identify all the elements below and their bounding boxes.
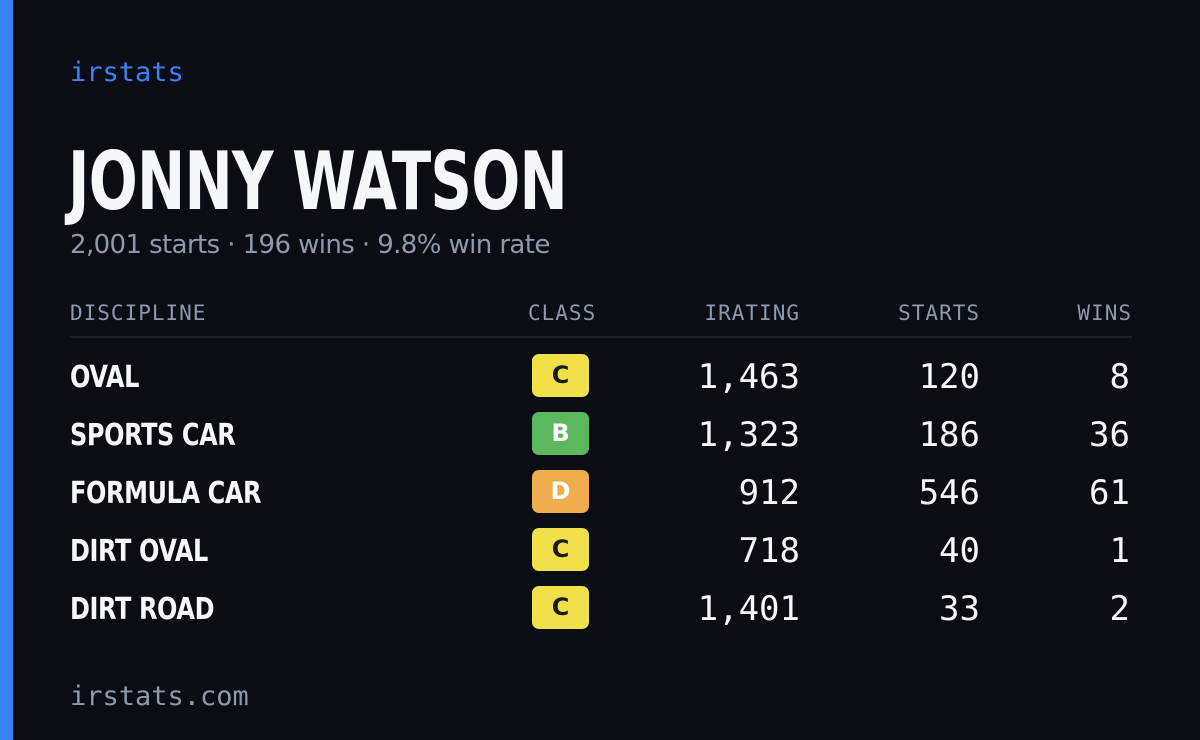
player-name: JONNY WATSON [68,135,568,228]
footer-site-url: irstats.com [70,681,249,712]
starts-value: 33 [939,589,980,629]
class-badge: C [532,528,589,571]
irating-value: 1,323 [697,415,800,455]
table-row: SPORTS CAR B 1,323 186 36 [70,412,1132,470]
class-badge: B [532,412,589,455]
table-row: DIRT ROAD C 1,401 33 2 [70,586,1132,644]
irating-value: 912 [738,473,800,513]
discipline-name: DIRT ROAD [70,592,215,627]
table-header: DISCIPLINE CLASS IRATING STARTS WINS [70,296,1132,338]
irating-value: 1,463 [697,357,800,397]
class-badge: D [532,470,589,513]
discipline-name: FORMULA CAR [70,476,262,511]
wins-value: 2 [1109,589,1130,629]
table-row: DIRT OVAL C 718 40 1 [70,528,1132,586]
discipline-name: OVAL [70,360,139,395]
starts-value: 546 [918,473,980,513]
header-starts: STARTS [898,301,980,325]
discipline-name: DIRT OVAL [70,534,208,569]
starts-value: 40 [939,531,980,571]
table-body: OVAL C 1,463 120 8 SPORTS CAR B 1,323 18… [70,354,1132,644]
accent-bar [0,0,13,740]
header-irating: IRATING [704,301,800,325]
player-summary: 2,001 starts · 196 wins · 9.8% win rate [70,230,550,260]
starts-value: 120 [918,357,980,397]
starts-value: 186 [918,415,980,455]
table-row: OVAL C 1,463 120 8 [70,354,1132,412]
class-badge: C [532,586,589,629]
irating-value: 1,401 [697,589,800,629]
stats-table: DISCIPLINE CLASS IRATING STARTS WINS OVA… [70,296,1132,644]
brand-logo: irstats [70,57,184,88]
header-wins: WINS [1077,301,1132,325]
wins-value: 36 [1089,415,1130,455]
header-discipline: DISCIPLINE [70,301,207,325]
class-badge: C [532,354,589,397]
wins-value: 61 [1089,473,1130,513]
discipline-name: SPORTS CAR [70,418,236,453]
table-row: FORMULA CAR D 912 546 61 [70,470,1132,528]
wins-value: 8 [1109,357,1130,397]
header-class: CLASS [528,301,597,325]
irating-value: 718 [738,531,800,571]
wins-value: 1 [1109,531,1130,571]
